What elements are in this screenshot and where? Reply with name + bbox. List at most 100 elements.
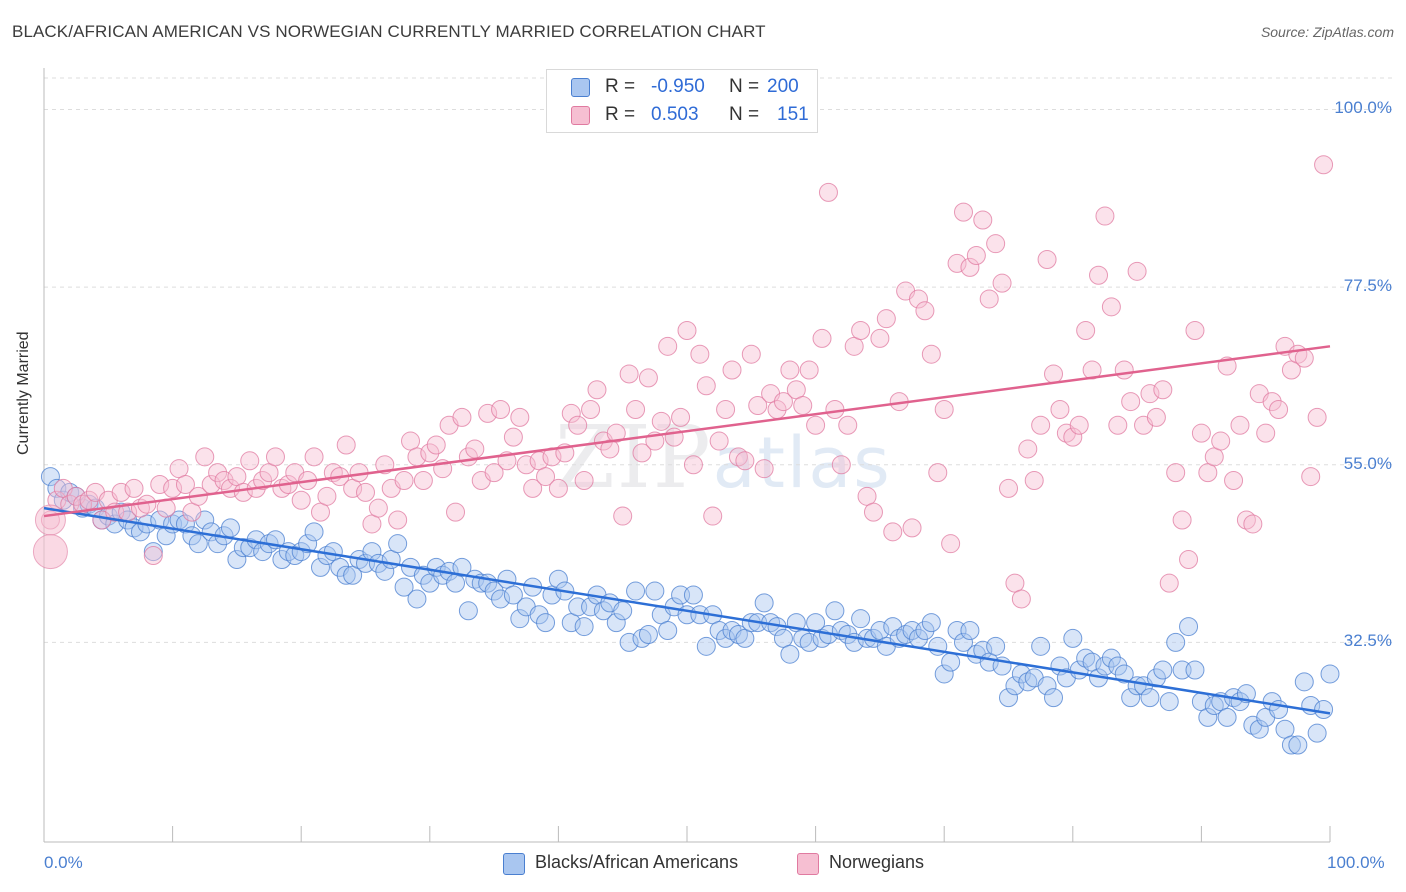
data-point-norwegians xyxy=(1024,471,1044,491)
data-point-norwegians xyxy=(163,478,183,498)
data-point-norwegians xyxy=(394,471,414,491)
data-point-norwegians xyxy=(773,392,793,412)
data-point-norwegians xyxy=(111,482,131,502)
data-point-blacks xyxy=(613,601,633,621)
data-point-blacks xyxy=(388,534,408,554)
data-point-blacks xyxy=(220,518,240,538)
data-point-norwegians xyxy=(863,502,883,522)
data-point-norwegians xyxy=(825,399,845,419)
data-point-norwegians xyxy=(613,506,633,526)
data-point-norwegians xyxy=(934,399,954,419)
legend-swatch-pink xyxy=(571,106,590,125)
legend-n-value: 200 xyxy=(767,76,799,97)
data-point-norwegians xyxy=(799,360,819,380)
data-point-blacks xyxy=(407,589,427,609)
data-point-blacks xyxy=(934,664,954,684)
data-point-blacks xyxy=(780,644,800,664)
data-point-blacks xyxy=(394,577,414,597)
data-point-norwegians xyxy=(233,482,253,502)
data-point-blacks xyxy=(999,688,1018,708)
data-point-norwegians xyxy=(999,478,1018,498)
data-point-norwegians xyxy=(696,376,716,396)
data-point-blacks xyxy=(188,534,208,554)
legend-r-value: -0.950 xyxy=(651,76,705,97)
data-point-blacks xyxy=(799,632,819,652)
data-point-norwegians xyxy=(851,321,871,341)
data-point-norwegians xyxy=(818,182,838,202)
legend-swatch-blue xyxy=(571,78,590,97)
data-point-norwegians xyxy=(677,321,697,341)
data-point-norwegians xyxy=(413,471,433,491)
data-point-blacks xyxy=(484,581,504,601)
data-point-norwegians xyxy=(1050,399,1070,419)
data-point-norwegians xyxy=(291,490,311,510)
data-point-norwegians xyxy=(735,451,755,471)
data-point-norwegians xyxy=(876,309,896,329)
data-point-blacks xyxy=(851,609,871,629)
data-point-blacks xyxy=(1063,628,1083,648)
legend-n-value: 151 xyxy=(777,104,809,125)
data-point-blacks xyxy=(921,613,941,633)
data-point-blacks xyxy=(1140,688,1160,708)
data-point-blacks xyxy=(298,534,318,554)
data-point-norwegians xyxy=(253,471,273,491)
data-point-norwegians xyxy=(491,399,511,419)
data-point-norwegians xyxy=(150,474,170,494)
data-point-norwegians xyxy=(587,380,607,400)
data-point-blacks xyxy=(574,617,594,637)
data-point-blacks xyxy=(1281,735,1301,755)
data-point-blacks xyxy=(458,601,478,621)
data-point-norwegians xyxy=(1082,360,1102,380)
data-point-blacks xyxy=(606,613,626,633)
data-point-norwegians xyxy=(420,443,440,463)
y-tick-label: 100.0% xyxy=(1334,98,1392,118)
series-blacks-points xyxy=(40,467,1340,755)
data-point-blacks xyxy=(310,557,330,577)
trend-lines xyxy=(43,345,1331,715)
data-point-norwegians xyxy=(1121,392,1141,412)
data-point-norwegians xyxy=(606,423,626,443)
data-point-norwegians xyxy=(368,498,388,518)
data-point-blacks xyxy=(915,621,935,641)
data-point-blacks xyxy=(658,621,678,641)
data-point-norwegians xyxy=(1044,364,1064,384)
data-point-norwegians xyxy=(1127,261,1147,281)
data-point-norwegians xyxy=(748,396,768,416)
data-point-blacks xyxy=(1249,719,1269,739)
data-point-norwegians xyxy=(1243,514,1263,534)
data-point-norwegians xyxy=(1140,384,1160,404)
data-point-norwegians xyxy=(1256,423,1276,443)
data-point-norwegians xyxy=(1037,249,1057,269)
data-point-norwegians xyxy=(651,411,671,431)
data-point-norwegians xyxy=(1191,423,1211,443)
data-point-blacks xyxy=(696,636,716,656)
data-point-blacks xyxy=(986,636,1006,656)
x-tick-label-max: 100.0% xyxy=(1327,853,1385,872)
data-point-blacks xyxy=(683,585,703,605)
data-point-norwegians xyxy=(1153,380,1173,400)
data-point-norwegians xyxy=(195,447,215,467)
data-point-blacks xyxy=(716,628,736,648)
data-point-blacks xyxy=(1153,660,1173,680)
data-point-blacks xyxy=(227,549,247,569)
data-point-norwegians xyxy=(568,415,588,435)
data-point-blacks xyxy=(960,621,980,641)
data-point-norwegians xyxy=(478,403,498,423)
legend-r-label: R = xyxy=(605,76,636,97)
data-point-norwegians xyxy=(1076,321,1096,341)
data-point-norwegians xyxy=(452,407,472,427)
data-point-norwegians xyxy=(1179,549,1199,569)
data-point-blacks xyxy=(825,601,845,621)
data-point-blacks xyxy=(645,581,665,601)
data-point-norwegians xyxy=(548,478,568,498)
data-point-norwegians xyxy=(671,407,691,427)
data-point-norwegians xyxy=(960,257,980,277)
data-point-norwegians xyxy=(388,510,408,530)
data-point-norwegians xyxy=(979,289,999,309)
data-point-blacks xyxy=(1108,656,1128,676)
data-point-blacks xyxy=(1320,664,1340,684)
chart-title: BLACK/AFRICAN AMERICAN VS NORWEGIAN CURR… xyxy=(12,22,766,41)
data-point-norwegians xyxy=(690,344,710,364)
data-point-norwegians xyxy=(1172,510,1192,530)
